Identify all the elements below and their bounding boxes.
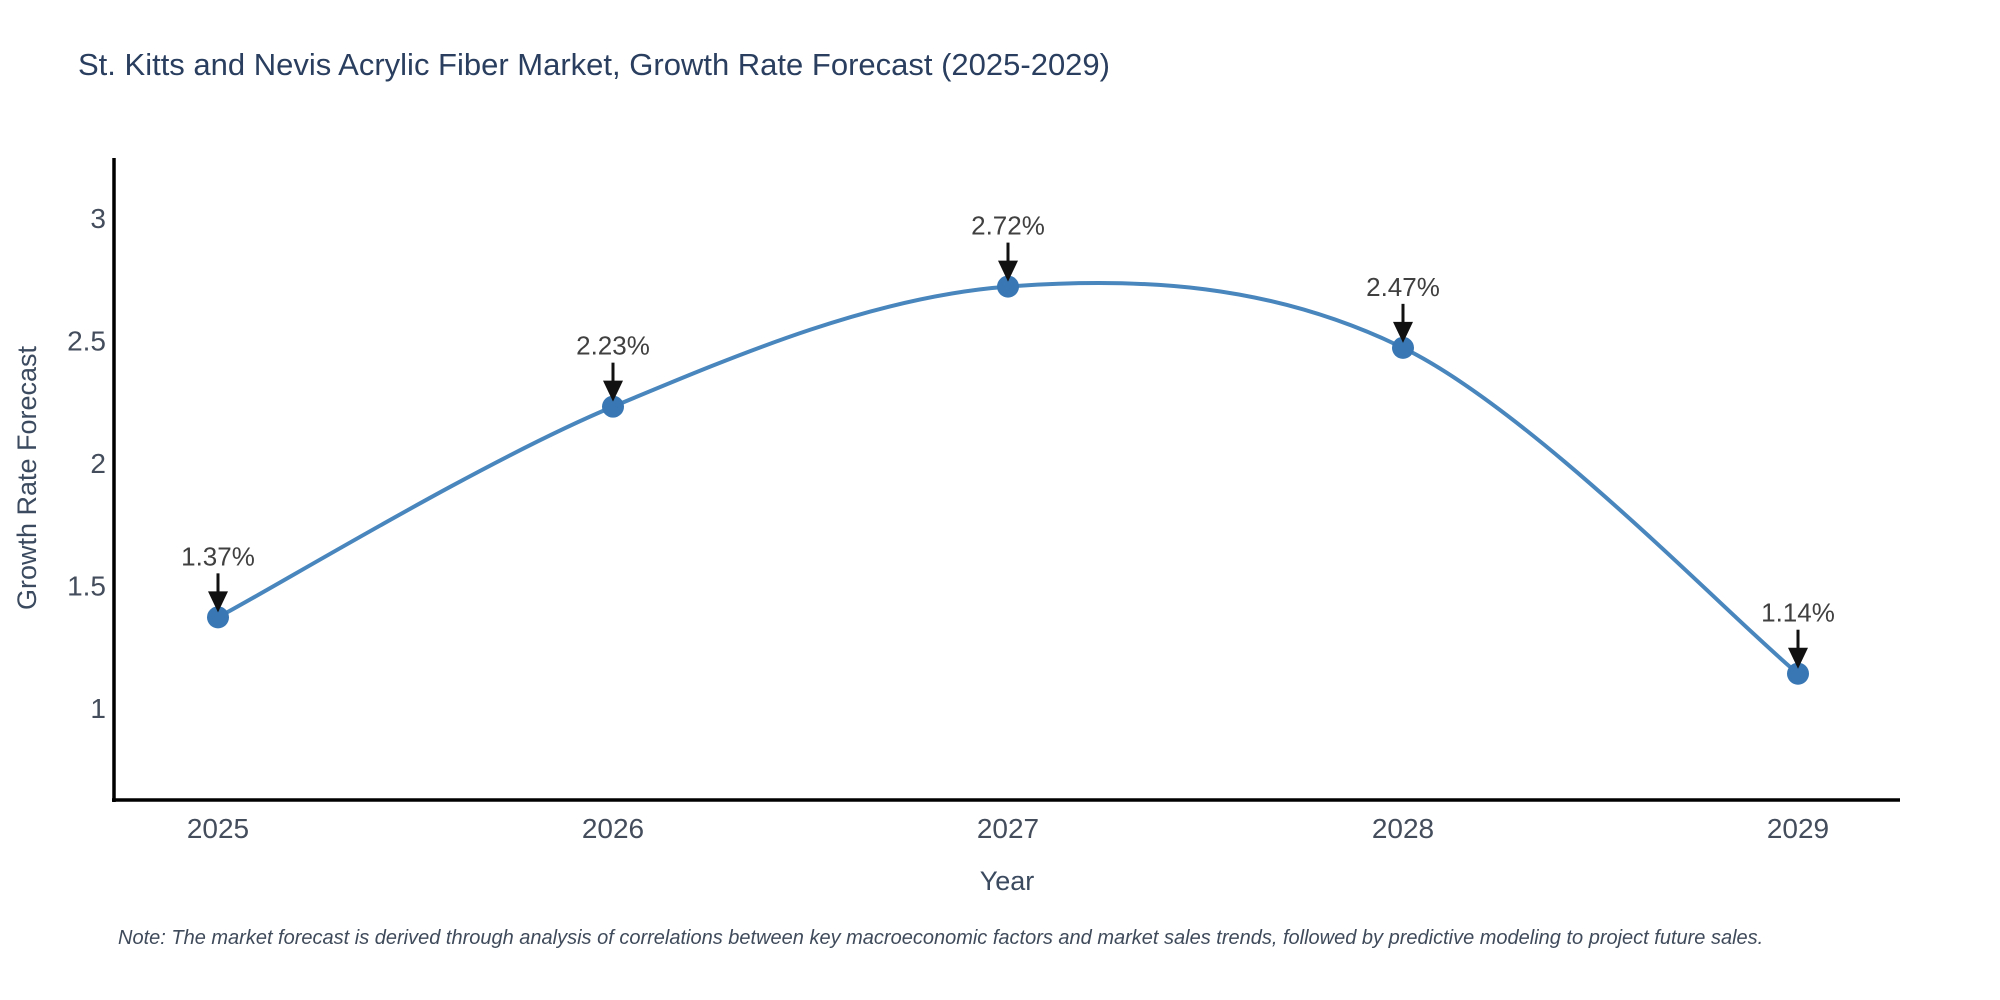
- y-tick-label: 1.5: [67, 571, 106, 602]
- x-tick-label: 2026: [582, 813, 644, 844]
- point-annotation-label: 2.72%: [971, 211, 1045, 241]
- series-layer: [207, 275, 1809, 685]
- point-annotation-label: 1.37%: [181, 541, 255, 571]
- y-tick-label: 2.5: [67, 326, 106, 357]
- y-tick-label: 1: [90, 693, 106, 724]
- footnote: Note: The market forecast is derived thr…: [118, 927, 1763, 949]
- data-point-marker[interactable]: [602, 395, 624, 418]
- annotation-arrow-head: [208, 591, 228, 613]
- point-annotation-label: 1.14%: [1761, 598, 1835, 628]
- data-point-marker[interactable]: [207, 606, 229, 629]
- chart-title: St. Kitts and Nevis Acrylic Fiber Market…: [78, 47, 1110, 82]
- data-point-marker[interactable]: [1392, 336, 1414, 359]
- annotation-arrow-head: [603, 380, 623, 402]
- x-tick-label: 2028: [1372, 813, 1434, 844]
- annotations-layer: 1.37% 2.23% 2.72% 2.47% 1.14%: [181, 211, 1835, 669]
- y-tick-label: 2: [90, 448, 106, 479]
- annotation-arrow-head: [1393, 321, 1413, 343]
- annotation-arrow-head: [1788, 647, 1808, 669]
- x-tick-label: 2027: [977, 813, 1039, 844]
- x-tick-label: 2029: [1767, 813, 1829, 844]
- point-annotation-label: 2.23%: [576, 331, 650, 361]
- x-tick-label: 2025: [187, 813, 249, 844]
- tick-labels-layer: 1 1.5 2 2.5 3 2025 2026 2027 2028 2029: [67, 203, 1829, 844]
- data-point-marker[interactable]: [997, 275, 1019, 298]
- data-point-marker[interactable]: [1787, 662, 1809, 685]
- y-tick-label: 3: [90, 203, 106, 234]
- annotation-arrow-head: [998, 260, 1018, 282]
- point-annotation-label: 2.47%: [1366, 272, 1440, 302]
- x-axis-title: Year: [980, 866, 1035, 896]
- forecast-line: [216, 280, 1800, 676]
- y-axis-title: Growth Rate Forecast: [12, 345, 42, 610]
